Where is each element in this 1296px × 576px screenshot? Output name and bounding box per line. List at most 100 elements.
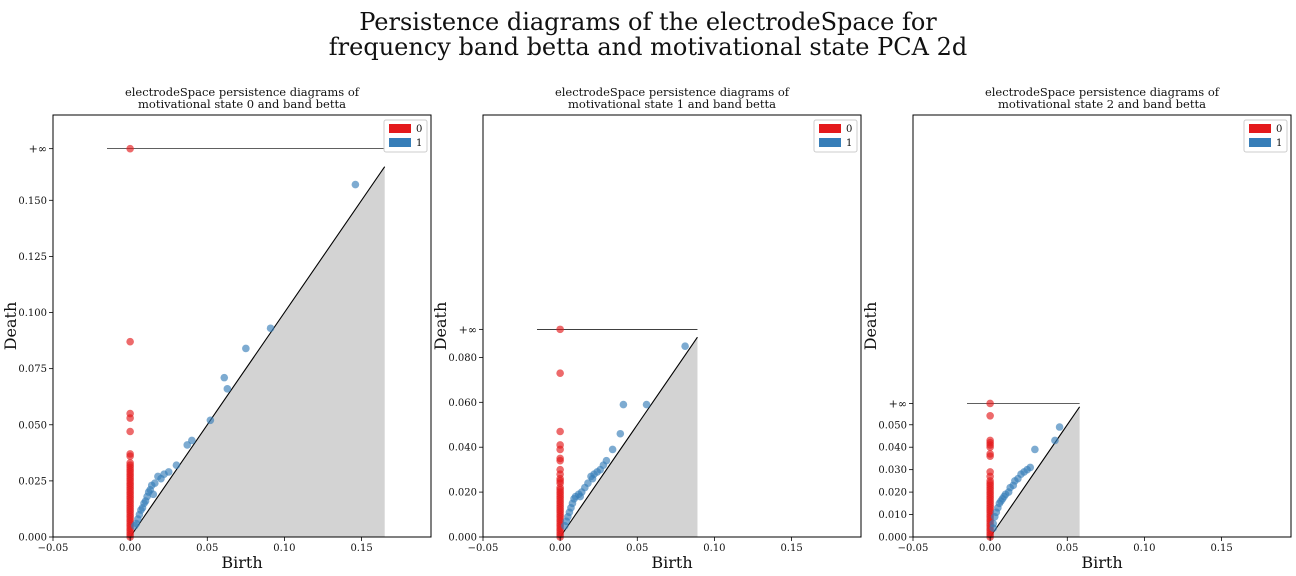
legend-label-0: 0: [1276, 124, 1282, 135]
x-tick-label: 0.00: [119, 543, 141, 554]
data-point-h0: [556, 445, 564, 454]
y-tick-label: 0.150: [18, 196, 47, 207]
infinity-label: +∞: [459, 323, 477, 336]
legend-label-1: 1: [416, 138, 422, 149]
legend-label-1: 1: [846, 138, 852, 149]
data-point-h1: [990, 512, 999, 521]
data-point-h1: [642, 400, 651, 409]
data-point-h1: [1051, 436, 1059, 445]
y-tick-label: 0.040: [878, 443, 907, 454]
y-tick-label: 0.125: [18, 252, 47, 263]
y-tick-label: 0.000: [448, 533, 477, 544]
y-tick-label: 0.100: [18, 308, 47, 319]
y-tick-label: 0.025: [18, 476, 47, 487]
data-point-h0: [556, 325, 564, 334]
panel-title-line-1: electrodeSpace persistence diagrams of: [555, 85, 790, 99]
data-point-h1: [242, 344, 250, 353]
data-point-h1: [183, 441, 192, 449]
data-point-h0: [556, 369, 564, 377]
data-point-h0: [986, 443, 994, 452]
y-tick-label: 0.020: [448, 488, 477, 499]
legend-swatch-1: [389, 138, 411, 147]
legend-label-0: 0: [416, 124, 422, 135]
axes-frame: [912, 114, 1292, 538]
data-point-h1: [619, 400, 628, 409]
x-tick-label: 0.00: [979, 543, 1001, 554]
diagonal-line: [129, 166, 386, 538]
data-point-h0: [986, 452, 994, 460]
data-point-h1: [172, 461, 181, 469]
data-point-h0: [556, 456, 564, 465]
diagonal-line: [559, 336, 698, 538]
x-tick-label: 0.15: [780, 543, 802, 554]
data-point-h1: [560, 521, 569, 530]
data-point-h0: [986, 399, 994, 408]
data-point-h1: [149, 490, 158, 499]
y-axis-label: Death: [861, 302, 880, 351]
y-tick-label: 0.010: [878, 510, 907, 521]
y-tick-label: 0.040: [448, 443, 477, 454]
infinity-label: +∞: [29, 143, 47, 156]
data-point-h0: [126, 337, 134, 346]
x-tick-label: 0.10: [273, 543, 295, 554]
data-point-h1: [223, 385, 232, 393]
legend-swatch-1: [1249, 138, 1271, 147]
x-tick-label: 0.00: [549, 543, 571, 554]
x-axis-label: Birth: [1081, 553, 1122, 572]
panel-title-line-1: electrodeSpace persistence diagrams of: [985, 85, 1220, 99]
data-point-h1: [616, 429, 625, 438]
legend-swatch-1: [819, 138, 841, 147]
data-point-h1: [206, 416, 215, 425]
y-tick-label: 0.030: [878, 465, 907, 476]
diagonal-line: [989, 406, 1081, 538]
panel-title-line-2: motivational state 1 and band betta: [568, 97, 776, 111]
data-point-h1: [681, 342, 689, 351]
panel-title-line-2: motivational state 2 and band betta: [998, 97, 1206, 111]
data-point-h1: [266, 324, 275, 333]
data-point-h0: [986, 411, 994, 420]
panel-title-line-2: motivational state 0 and band betta: [138, 97, 346, 111]
y-tick-label: 0.060: [448, 398, 477, 409]
data-point-h0: [556, 427, 564, 436]
y-tick-label: 0.050: [18, 420, 47, 431]
x-tick-label: −0.05: [38, 543, 69, 554]
data-point-h0: [126, 452, 134, 460]
x-axis-label: Birth: [221, 553, 262, 572]
y-axis-label: Death: [431, 302, 450, 351]
chart-panel-1: electrodeSpace persistence diagrams ofmo…: [431, 85, 862, 572]
data-point-h0: [126, 427, 134, 436]
legend-label-0: 0: [846, 124, 852, 135]
data-point-h0: [126, 414, 134, 422]
y-tick-label: 0.050: [878, 420, 907, 431]
x-tick-label: −0.05: [898, 543, 929, 554]
x-tick-label: 0.05: [626, 543, 648, 554]
data-point-h1: [608, 445, 617, 454]
data-point-h1: [351, 180, 360, 189]
axes-frame: [482, 114, 862, 538]
x-tick-label: 0.15: [350, 543, 372, 554]
legend-swatch-0: [389, 124, 411, 133]
legend-swatch-0: [819, 124, 841, 133]
y-tick-label: 0.080: [448, 353, 477, 364]
figure-title-line-1: Persistence diagrams of the electrodeSpa…: [359, 8, 937, 36]
panel-title-line-1: electrodeSpace persistence diagrams of: [125, 85, 360, 99]
x-tick-label: 0.15: [1210, 543, 1232, 554]
data-point-h1: [1055, 423, 1064, 431]
x-tick-label: 0.10: [1133, 543, 1155, 554]
x-tick-label: −0.05: [468, 543, 499, 554]
legend-swatch-0: [1249, 124, 1271, 133]
x-tick-label: 0.05: [1056, 543, 1078, 554]
data-point-h1: [989, 524, 998, 532]
data-point-h1: [130, 521, 139, 530]
y-tick-label: 0.020: [878, 488, 907, 499]
y-axis-label: Death: [1, 302, 20, 351]
y-tick-label: 0.000: [878, 533, 907, 544]
chart-panel-2: electrodeSpace persistence diagrams ofmo…: [861, 85, 1292, 572]
figure-title-line-2: frequency band betta and motivational st…: [328, 33, 968, 61]
data-point-h1: [1031, 445, 1039, 454]
x-axis-label: Birth: [651, 553, 692, 572]
data-point-h1: [157, 474, 165, 483]
infinity-label: +∞: [889, 397, 907, 410]
